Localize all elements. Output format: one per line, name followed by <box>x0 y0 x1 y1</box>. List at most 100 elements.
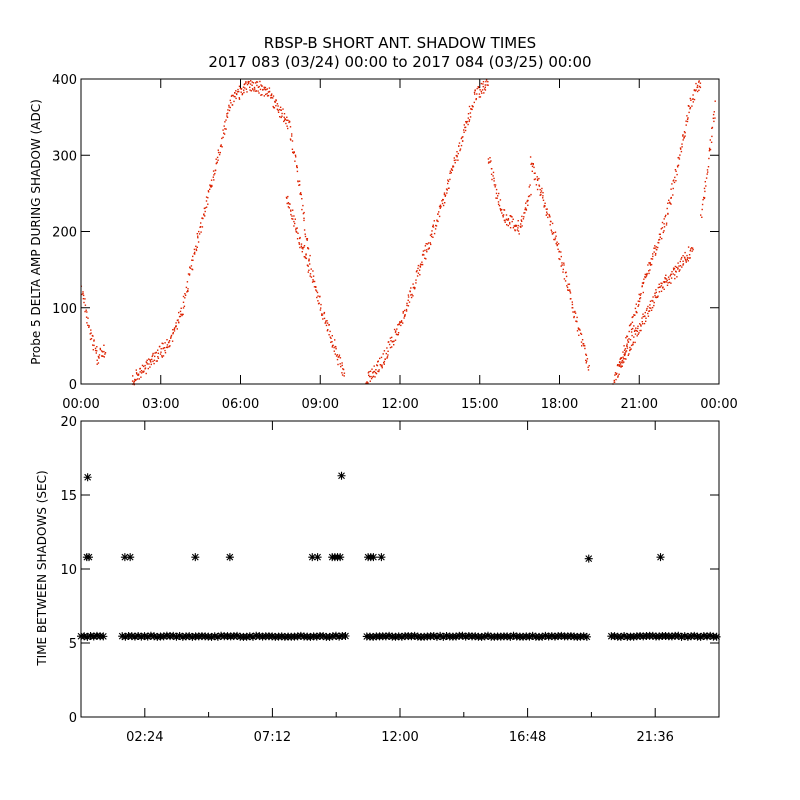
delta-amp-point <box>674 176 676 179</box>
delta-amp-point <box>251 81 253 83</box>
delta-amp-point <box>648 310 651 312</box>
delta-amp-point <box>629 324 632 326</box>
delta-amp-point <box>633 314 636 316</box>
delta-amp-point <box>538 177 540 180</box>
delta-amp-point <box>437 213 439 215</box>
delta-amp-point <box>160 348 162 350</box>
delta-amp-point <box>506 224 508 226</box>
delta-amp-point <box>623 361 625 363</box>
delta-amp-point <box>92 335 94 337</box>
delta-amp-point <box>140 372 143 374</box>
delta-amp-point <box>450 172 452 174</box>
delta-amp-point <box>625 358 627 360</box>
delta-amp-point <box>228 106 230 108</box>
delta-amp-point <box>444 202 446 204</box>
time-between-shadows-point <box>509 631 518 640</box>
delta-amp-point <box>338 354 341 356</box>
delta-amp-point <box>704 181 706 183</box>
delta-amp-point <box>655 252 657 255</box>
delta-amp-point <box>258 92 260 94</box>
delta-amp-point <box>249 89 251 91</box>
delta-amp-point <box>331 335 333 337</box>
delta-amp-point <box>633 314 635 316</box>
delta-amp-point <box>627 341 629 343</box>
delta-amp-point <box>471 108 473 111</box>
delta-amp-point <box>688 111 690 114</box>
delta-amp-point <box>192 259 194 261</box>
delta-amp-point <box>699 82 702 84</box>
delta-amp-point <box>277 105 279 107</box>
time-between-shadows-point <box>712 632 721 641</box>
delta-amp-point <box>390 340 392 342</box>
delta-amp-point <box>435 224 437 227</box>
delta-amp-point <box>709 139 711 141</box>
delta-amp-point <box>692 101 694 103</box>
top-y-axis-label: Probe 5 DELTA AMP DURING SHADOW (ADC) <box>29 99 43 365</box>
delta-amp-point <box>270 94 273 96</box>
delta-amp-point <box>622 362 624 364</box>
delta-amp-point <box>305 257 308 260</box>
delta-amp-point <box>475 98 477 101</box>
delta-amp-point <box>628 338 630 340</box>
delta-amp-point <box>456 155 458 157</box>
delta-amp-point <box>226 115 228 117</box>
delta-amp-point <box>443 192 446 194</box>
delta-amp-point <box>94 349 97 352</box>
delta-amp-point <box>532 163 534 165</box>
delta-amp-point <box>292 152 295 154</box>
delta-amp-point <box>632 341 635 343</box>
delta-amp-point <box>563 262 565 264</box>
delta-amp-point <box>630 348 632 350</box>
delta-amp-point <box>367 372 370 374</box>
delta-amp-point <box>504 219 506 222</box>
delta-amp-point <box>578 334 580 336</box>
time-between-shadows-points <box>77 471 721 641</box>
delta-amp-point <box>134 378 136 381</box>
delta-amp-point <box>226 113 228 115</box>
delta-amp-point <box>410 287 412 289</box>
delta-amp-point <box>684 132 686 134</box>
delta-amp-point <box>531 165 534 168</box>
bottom-x-tick-label: 21:36 <box>636 730 673 745</box>
delta-amp-point <box>448 187 450 189</box>
delta-amp-point <box>650 309 653 311</box>
delta-amp-point <box>297 180 299 183</box>
time-between-shadows-point <box>331 631 340 640</box>
delta-amp-point <box>654 296 657 298</box>
delta-amp-point <box>257 86 260 88</box>
delta-amp-point <box>307 271 309 273</box>
delta-amp-point <box>265 88 267 91</box>
delta-amp-point <box>477 86 479 88</box>
delta-amp-point <box>472 105 474 108</box>
delta-amp-point <box>140 370 143 372</box>
delta-amp-point <box>556 244 558 246</box>
time-between-shadows-point <box>233 631 242 640</box>
delta-amp-point <box>583 343 585 345</box>
delta-amp-point <box>652 253 654 255</box>
time-between-shadows-point <box>191 553 200 562</box>
time-between-shadows-point <box>121 632 130 641</box>
delta-amp-point <box>487 81 489 83</box>
delta-amp-point <box>234 92 236 94</box>
delta-amp-point <box>263 95 265 97</box>
delta-amp-point <box>408 301 411 303</box>
delta-amp-point <box>373 370 376 373</box>
delta-amp-point <box>540 190 543 192</box>
delta-amp-point <box>294 154 297 156</box>
delta-amp-point <box>441 200 443 202</box>
delta-amp-point <box>459 149 461 152</box>
bottom-x-tick-label: 07:12 <box>254 730 291 745</box>
delta-amp-point <box>372 371 375 373</box>
delta-amp-point <box>685 260 687 262</box>
delta-amp-point <box>389 337 392 339</box>
delta-amp-point <box>487 158 490 160</box>
delta-amp-point <box>536 178 539 180</box>
delta-amp-point <box>396 328 398 330</box>
time-between-shadows-point <box>175 631 184 640</box>
delta-amp-point <box>638 332 640 334</box>
delta-amp-point <box>198 230 200 233</box>
delta-amp-point <box>586 358 589 360</box>
delta-amp-point <box>217 159 219 161</box>
delta-amp-point <box>151 355 153 358</box>
delta-amp-point <box>641 317 643 319</box>
